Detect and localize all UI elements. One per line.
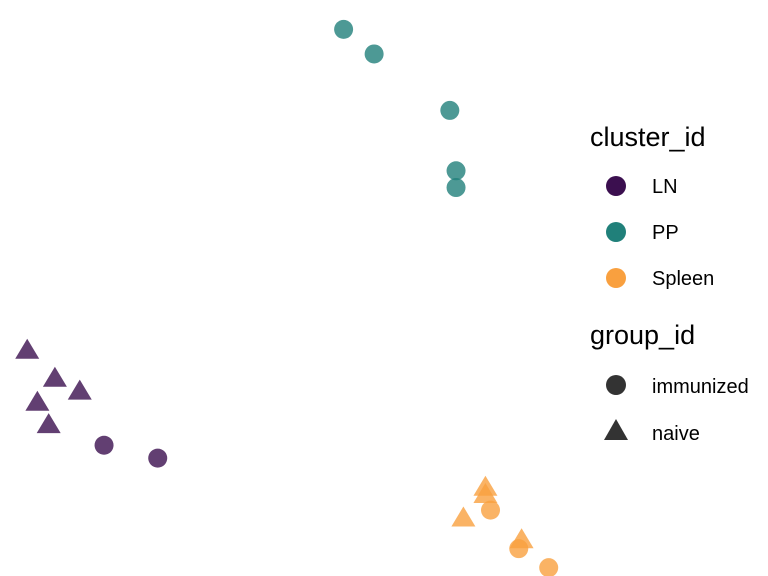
legend-label-ln: LN: [652, 176, 678, 198]
data-point-ln-naive-6: [42, 366, 67, 387]
legend: cluster_id LN PP Spleen group_id immuniz…: [590, 122, 749, 445]
legend-swatch-ln: [606, 176, 626, 196]
legend-label-naive: naive: [652, 423, 700, 445]
legend-entry-spleen: Spleen: [606, 268, 714, 290]
data-point-spleen-naive-15: [451, 506, 476, 527]
data-point-ln-immunized-10: [94, 435, 114, 455]
data-point-ln-immunized-11: [148, 448, 168, 468]
legend-group: group_id immunized naive: [590, 320, 749, 445]
points-layer: [15, 19, 559, 576]
data-point-pp-immunized-0: [334, 19, 354, 39]
legend-group-title: group_id: [590, 320, 695, 350]
data-point-pp-immunized-3: [446, 161, 466, 181]
legend-swatch-naive: [604, 419, 628, 440]
legend-swatch-immunized: [606, 375, 626, 395]
data-point-pp-immunized-2: [440, 100, 460, 120]
legend-cluster: cluster_id LN PP Spleen: [590, 122, 714, 290]
legend-entry-ln: LN: [606, 176, 678, 198]
data-point-spleen-naive-13: [473, 483, 498, 504]
legend-label-immunized: immunized: [652, 376, 749, 398]
data-point-spleen-immunized-18: [539, 558, 559, 576]
data-point-ln-naive-8: [25, 390, 50, 411]
data-point-spleen-immunized-17: [509, 539, 529, 559]
data-point-ln-naive-7: [67, 379, 92, 400]
data-point-spleen-immunized-14: [481, 500, 501, 520]
legend-cluster-title: cluster_id: [590, 122, 706, 152]
legend-label-spleen: Spleen: [652, 268, 714, 290]
legend-entry-immunized: immunized: [606, 375, 749, 398]
data-point-ln-naive-5: [15, 338, 40, 359]
legend-label-pp: PP: [652, 222, 679, 244]
data-point-ln-naive-9: [36, 413, 61, 434]
legend-entry-pp: PP: [606, 222, 679, 244]
legend-entry-naive: naive: [604, 419, 700, 445]
legend-swatch-pp: [606, 222, 626, 242]
data-point-pp-immunized-4: [446, 178, 466, 198]
data-point-pp-immunized-1: [364, 44, 384, 64]
legend-swatch-spleen: [606, 268, 626, 288]
